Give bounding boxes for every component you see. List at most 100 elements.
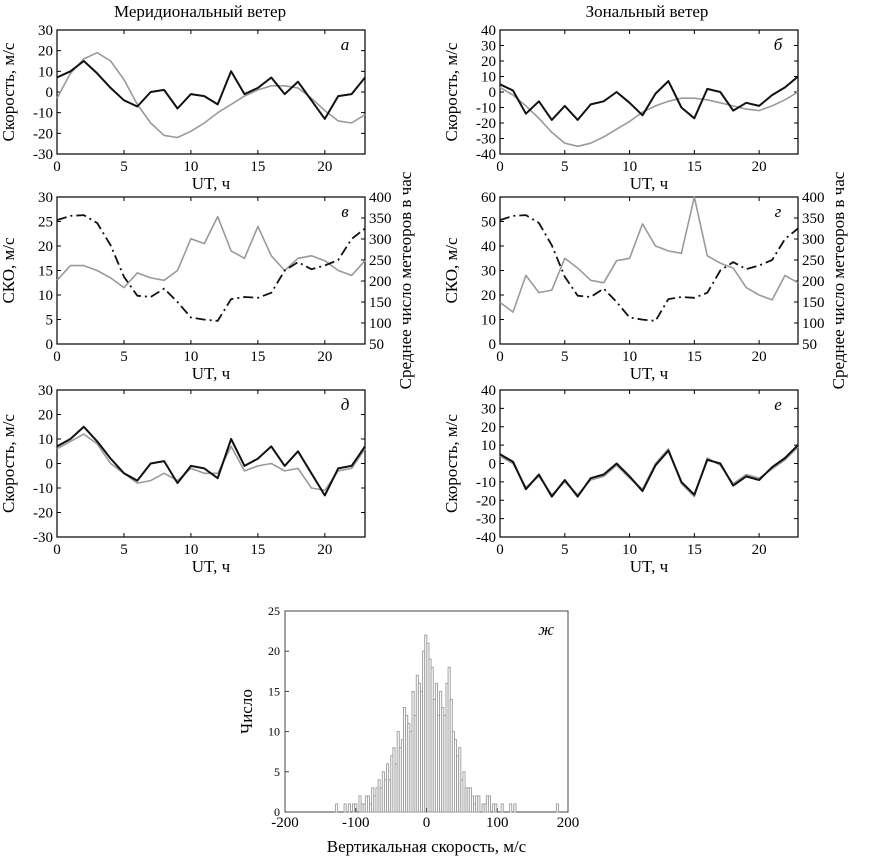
y-tick-label: 25 <box>38 215 53 231</box>
y-right-tick-label: 100 <box>802 316 825 332</box>
panel-letter: ж <box>538 620 554 639</box>
x-tick-label: 15 <box>250 159 265 175</box>
y-tick-label: 10 <box>268 725 280 739</box>
y-tick-label: 20 <box>38 44 53 60</box>
y-tick-label: -20 <box>476 493 496 509</box>
y-tick-label: -10 <box>476 475 496 491</box>
y-tick-label: 0 <box>489 85 497 101</box>
y-right-axis-label: Среднее число метеоров в час <box>829 171 848 389</box>
x-tick-label: 0 <box>496 349 504 365</box>
series-line-sko <box>56 215 366 289</box>
y-tick-label: 20 <box>481 54 496 70</box>
series-line-model <box>499 86 799 148</box>
plot-frame <box>499 196 799 345</box>
y-tick-label: -20 <box>33 126 53 142</box>
histogram-bar <box>477 795 481 813</box>
y-axis-label: Скорость, м/с <box>0 414 18 513</box>
panel-letter: е <box>774 395 782 414</box>
chart-panel-д: 0 5 10 15 20 -30 -20 -10 0 10 20 30 UT, ч Скорость, м… <box>0 383 366 576</box>
x-tick-label: -200 <box>271 815 299 831</box>
y-tick-label: -10 <box>476 101 496 117</box>
y-tick-label: 10 <box>481 313 496 329</box>
y-tick-label: 30 <box>38 23 53 39</box>
y-right-tick-label: 400 <box>369 190 392 206</box>
x-tick-label: 20 <box>317 542 332 558</box>
x-axis-label: Вертикальная скорость, м/с <box>327 837 527 856</box>
y-tick-label: 0 <box>46 337 54 353</box>
y-right-tick-label: 250 <box>802 253 825 269</box>
panel-letter: б <box>774 35 783 54</box>
header-meridional: Меридиональный ветер <box>114 2 286 21</box>
y-tick-label: -30 <box>476 132 496 148</box>
y-axis-label: Скорость, м/с <box>0 42 18 141</box>
histogram-bar <box>335 803 339 813</box>
x-axis-label: UT, ч <box>192 557 231 576</box>
y-tick-label: 30 <box>481 264 496 280</box>
panel-letter: а <box>341 35 350 54</box>
histogram-bar <box>509 803 513 813</box>
y-tick-label: 0 <box>46 85 54 101</box>
series-line-model <box>56 433 366 492</box>
histogram-bar <box>343 803 347 813</box>
y-tick-label: 20 <box>481 288 496 304</box>
y-tick-label: 10 <box>38 64 53 80</box>
series-line-sko <box>499 196 799 313</box>
chart-panel-г: 0 5 10 15 2001020304050605010015020025030035… <box>442 171 848 389</box>
series-line-meteor-count <box>499 214 799 322</box>
y-right-axis-label: Среднее число метеоров в час <box>396 171 415 389</box>
y-tick-label: -10 <box>33 481 53 497</box>
x-tick-label: 0 <box>423 815 431 831</box>
x-tick-label: 10 <box>183 349 198 365</box>
y-right-tick-label: 350 <box>369 211 392 227</box>
y-tick-label: 20 <box>481 420 496 436</box>
y-axis-label: Скорость, м/с <box>442 42 461 141</box>
y-right-tick-label: 50 <box>369 337 384 353</box>
x-tick-label: 200 <box>557 815 580 831</box>
y-tick-label: -40 <box>476 530 496 546</box>
x-tick-label: 0 <box>53 159 61 175</box>
y-tick-label: 5 <box>46 313 54 329</box>
y-tick-label: 10 <box>481 70 496 86</box>
y-tick-label: -30 <box>33 530 53 546</box>
x-axis-label: UT, ч <box>630 557 669 576</box>
y-tick-label: 15 <box>38 264 53 280</box>
x-tick-label: 20 <box>752 159 767 175</box>
y-tick-label: 0 <box>274 805 280 819</box>
x-tick-label: 10 <box>622 159 637 175</box>
x-tick-label: 5 <box>120 159 128 175</box>
y-right-tick-label: 200 <box>802 274 825 290</box>
y-tick-label: 0 <box>46 457 54 473</box>
plot-frame <box>499 29 799 155</box>
header-zonal: Зональный ветер <box>586 2 709 21</box>
y-tick-label: -10 <box>33 106 53 122</box>
x-tick-label: 10 <box>183 159 198 175</box>
y-right-tick-label: 250 <box>369 253 392 269</box>
y-tick-label: 30 <box>38 383 53 399</box>
chart-panel-е: 0 5 10 15 20 -40 -30 -20 -10 0 10 20 30 40 UT, ч Скорос… <box>442 383 799 576</box>
y-tick-label: -30 <box>476 512 496 528</box>
y-axis-label: Скорость, м/с <box>442 414 461 513</box>
x-tick-label: 5 <box>561 349 569 365</box>
y-tick-label: 5 <box>274 765 280 779</box>
y-right-tick-label: 50 <box>802 337 817 353</box>
panel-letter: г <box>775 202 782 221</box>
x-tick-label: 15 <box>687 159 702 175</box>
x-axis-label: UT, ч <box>630 174 669 193</box>
y-axis-label: Число <box>237 689 256 734</box>
x-tick-label: 5 <box>120 349 128 365</box>
x-tick-label: 20 <box>317 159 332 175</box>
y-tick-label: -30 <box>33 147 53 163</box>
x-tick-label: 15 <box>687 349 702 365</box>
series-line-observed <box>499 444 799 498</box>
y-right-tick-label: 300 <box>802 232 825 248</box>
y-tick-label: 20 <box>38 408 53 424</box>
x-tick-label: 20 <box>752 349 767 365</box>
y-tick-label: 25 <box>268 604 280 618</box>
plot-frame <box>56 29 366 155</box>
histogram-bar <box>555 803 559 813</box>
y-tick-label: 30 <box>481 39 496 55</box>
y-right-tick-label: 100 <box>369 316 392 332</box>
histogram-bar <box>513 803 517 813</box>
panel-letter: в <box>341 202 349 221</box>
